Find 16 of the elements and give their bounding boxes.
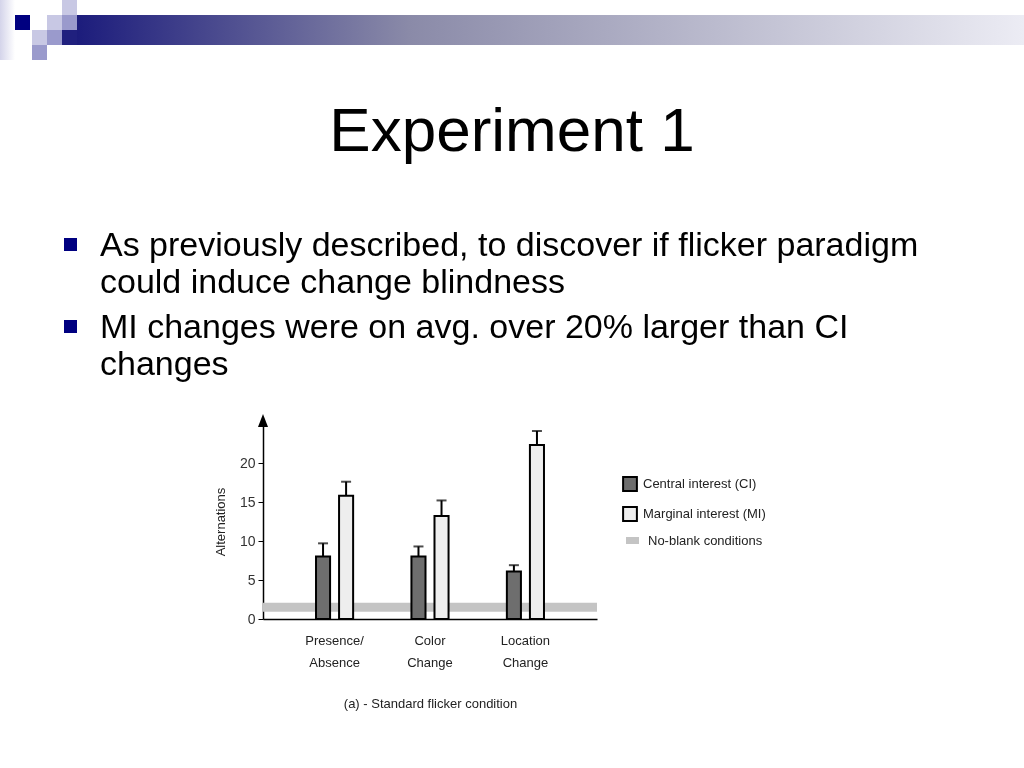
y-tick-label: 5 [247, 571, 256, 588]
y-tick-label: 15 [239, 493, 256, 510]
x-tick-label: Presence/ Absence [305, 632, 365, 670]
x-axis-title: (a) - Standard flicker condition [343, 695, 518, 711]
y-axis-title: Alternations [212, 487, 228, 557]
text: As previously described, to discover if flicker paradigm could induce change blindness [100, 225, 919, 300]
chart-title: Experiment 1 [328, 94, 696, 166]
text: MI changes were on avg. over 20% larger than CI changes [100, 307, 849, 382]
x-tick-label: Location Change [500, 632, 551, 670]
y-tick-label: 20 [239, 454, 256, 471]
y-tick-label: 10 [239, 532, 256, 549]
legend-label: Marginal interest (MI) [643, 506, 766, 521]
x-tick-label: Color Change [407, 632, 453, 670]
legend-label: Central interest (CI) [643, 476, 757, 491]
y-tick-label: 0 [247, 610, 256, 627]
legend-label: No-blank conditions [648, 532, 763, 548]
